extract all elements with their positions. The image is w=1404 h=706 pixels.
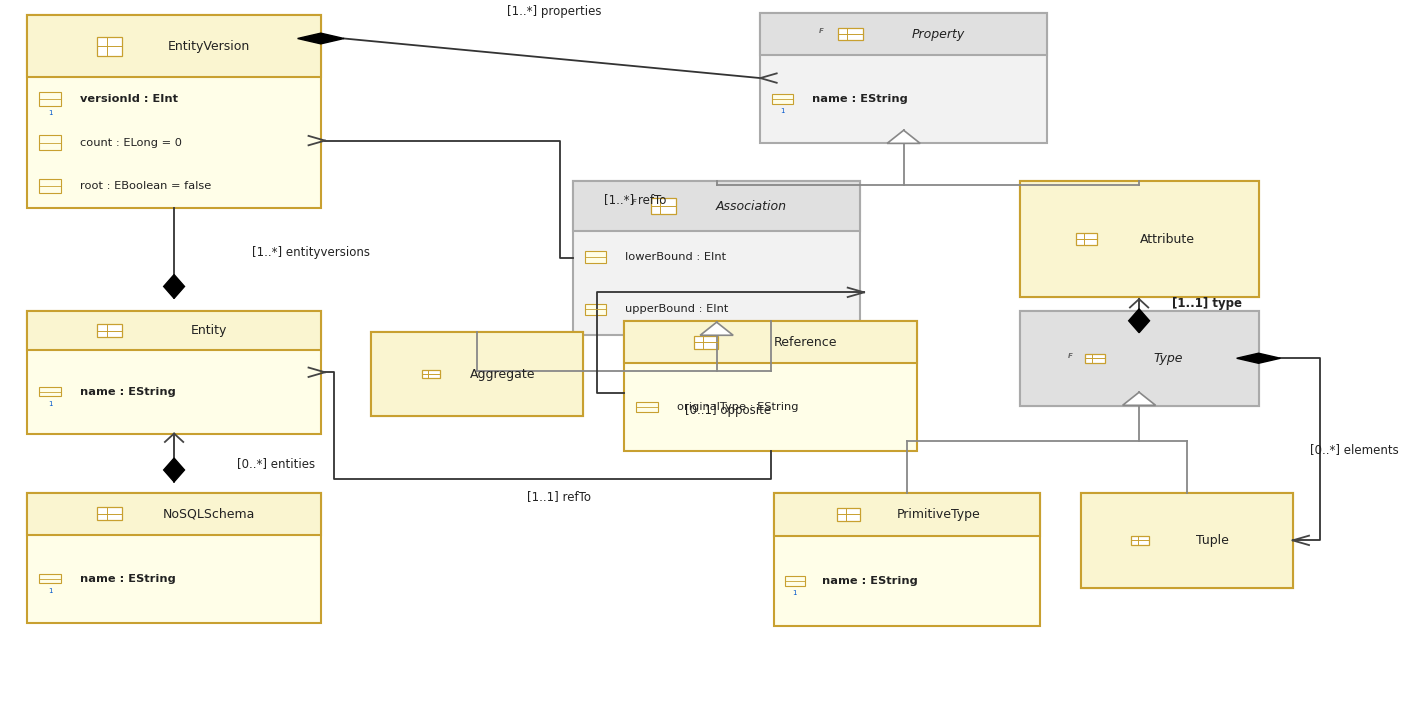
Text: name : EString: name : EString	[821, 576, 918, 586]
Bar	[837, 508, 859, 521]
Text: [0..1] opposite: [0..1] opposite	[685, 404, 771, 417]
Polygon shape	[1129, 309, 1150, 333]
Polygon shape	[1123, 393, 1155, 405]
Bar	[97, 325, 122, 337]
Text: F: F	[632, 199, 636, 205]
Text: F: F	[819, 28, 824, 34]
Bar	[585, 251, 607, 263]
Bar	[39, 388, 62, 397]
Text: count : ELong = 0: count : ELong = 0	[80, 138, 183, 148]
Bar	[1077, 234, 1097, 245]
Bar	[636, 402, 657, 412]
Text: Entity: Entity	[191, 324, 227, 337]
Bar	[774, 493, 1040, 536]
Bar	[371, 332, 583, 416]
Bar	[97, 508, 122, 520]
Bar	[97, 37, 122, 56]
Text: [0..*] elements: [0..*] elements	[1310, 443, 1398, 456]
Bar	[761, 13, 1047, 143]
Text: [1..1] refTo: [1..1] refTo	[528, 490, 591, 503]
Text: originalType : EString: originalType : EString	[677, 402, 797, 412]
Text: NoSQLSchema: NoSQLSchema	[163, 508, 256, 520]
Text: [1..*] properties: [1..*] properties	[507, 6, 601, 18]
Bar	[27, 311, 320, 433]
Bar	[39, 574, 62, 583]
Bar	[1019, 181, 1258, 297]
Bar	[573, 181, 861, 231]
Text: 1: 1	[48, 110, 52, 116]
Polygon shape	[887, 131, 920, 143]
Text: 1: 1	[48, 401, 52, 407]
Bar	[27, 16, 320, 77]
Bar	[772, 94, 793, 104]
Text: Property: Property	[911, 28, 965, 40]
Bar	[774, 493, 1040, 626]
Polygon shape	[701, 322, 733, 335]
Text: upperBound : EInt: upperBound : EInt	[625, 304, 729, 314]
Bar	[623, 321, 917, 363]
Bar	[27, 493, 320, 534]
Bar	[785, 576, 804, 586]
Text: Reference: Reference	[774, 336, 838, 349]
Text: name : EString: name : EString	[80, 387, 176, 397]
Text: [0..*] entities: [0..*] entities	[237, 457, 316, 469]
Bar	[573, 181, 861, 335]
Bar	[1019, 311, 1258, 405]
Text: root : EBoolean = false: root : EBoolean = false	[80, 181, 212, 191]
Bar	[651, 198, 675, 214]
Polygon shape	[164, 458, 184, 482]
Text: [1..1] type: [1..1] type	[1172, 297, 1243, 311]
Text: Attribute: Attribute	[1140, 233, 1195, 246]
Bar	[1084, 354, 1105, 363]
Text: [1..*] refTo: [1..*] refTo	[604, 193, 665, 206]
Bar	[1019, 181, 1258, 297]
Bar	[371, 332, 583, 416]
Text: name : EString: name : EString	[80, 573, 176, 584]
Bar	[39, 179, 62, 193]
Text: Tuple: Tuple	[1196, 534, 1228, 547]
Text: Type: Type	[1153, 352, 1182, 365]
Text: [1..*] entityversions: [1..*] entityversions	[251, 246, 369, 259]
Bar	[1081, 493, 1293, 587]
Text: lowerBound : EInt: lowerBound : EInt	[625, 252, 726, 262]
Bar	[421, 370, 439, 378]
Bar	[1019, 311, 1258, 405]
Text: 1: 1	[781, 108, 785, 114]
Polygon shape	[164, 275, 184, 299]
Bar	[39, 92, 62, 106]
Bar	[694, 336, 719, 349]
Bar	[623, 321, 917, 451]
Text: Association: Association	[716, 200, 786, 213]
Bar	[585, 304, 607, 315]
Bar	[761, 13, 1047, 55]
Text: 1: 1	[792, 590, 797, 596]
Bar	[27, 16, 320, 208]
Bar	[27, 493, 320, 623]
Text: PrimitiveType: PrimitiveType	[897, 508, 981, 521]
Bar	[1081, 493, 1293, 587]
Text: versionId : EInt: versionId : EInt	[80, 94, 178, 104]
Bar	[27, 311, 320, 350]
Bar	[39, 136, 62, 150]
Text: Aggregate: Aggregate	[470, 368, 535, 381]
Bar	[838, 28, 862, 40]
Polygon shape	[1237, 353, 1280, 364]
Text: EntityVersion: EntityVersion	[168, 40, 250, 53]
Text: F: F	[1068, 353, 1073, 359]
Polygon shape	[298, 33, 344, 44]
Text: 1: 1	[48, 587, 52, 594]
Text: name : EString: name : EString	[812, 94, 907, 104]
Bar	[1132, 536, 1150, 545]
